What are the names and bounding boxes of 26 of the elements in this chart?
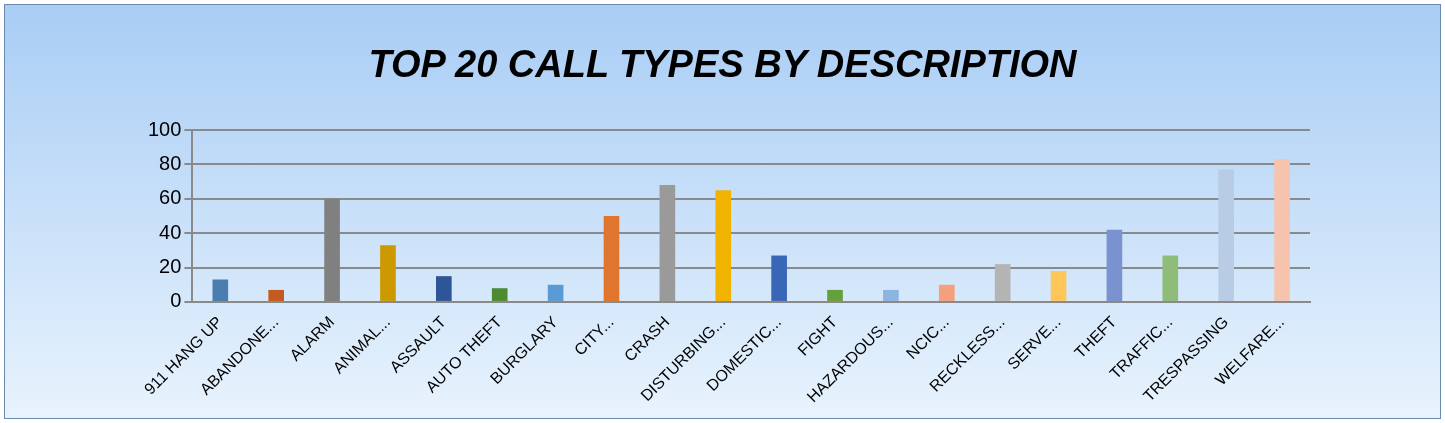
bar (1218, 169, 1234, 301)
y-tick-label: 100 (147, 117, 182, 140)
bar (827, 289, 843, 301)
bar (938, 284, 955, 301)
bar (491, 288, 508, 301)
chart-title: TOP 20 CALL TYPES BY DESCRIPTION (367, 43, 1078, 86)
bar (547, 284, 564, 301)
y-tick-label: 40 (159, 220, 182, 243)
bar (1050, 271, 1067, 301)
bar (1162, 255, 1179, 301)
y-tick-label: 80 (159, 151, 182, 174)
bar (771, 255, 787, 301)
bar (380, 245, 396, 301)
y-tick-label: 20 (159, 255, 182, 278)
bar (715, 190, 732, 301)
bar (436, 276, 452, 301)
bar (659, 185, 676, 301)
bar (268, 289, 285, 301)
bar (1106, 229, 1123, 301)
bar (994, 264, 1011, 301)
bar (603, 215, 620, 301)
y-tick-label: 60 (159, 186, 182, 209)
bar (883, 289, 899, 301)
bar (212, 279, 229, 301)
bar (1274, 159, 1290, 301)
y-tick-label: 0 (170, 289, 182, 312)
